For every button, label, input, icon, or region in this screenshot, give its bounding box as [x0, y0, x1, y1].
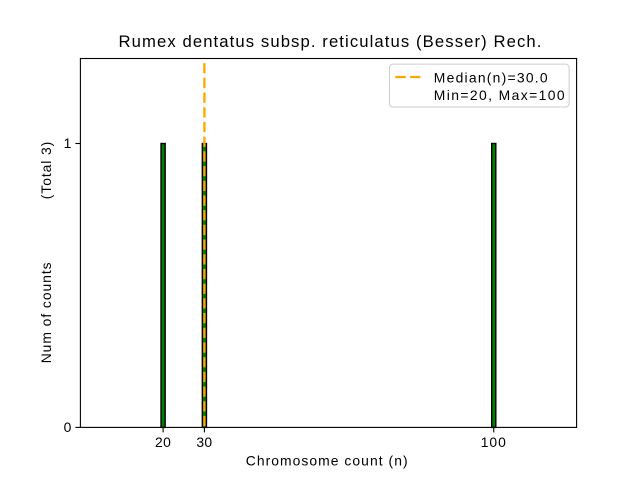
svg-text:100: 100 — [481, 434, 507, 450]
svg-text:30: 30 — [196, 434, 212, 450]
svg-text:(Total 3): (Total 3) — [38, 141, 54, 199]
svg-text:Median(n)=30.0: Median(n)=30.0 — [434, 69, 549, 85]
svg-text:1: 1 — [64, 135, 72, 151]
svg-text:20: 20 — [155, 434, 171, 450]
svg-text:0: 0 — [64, 419, 72, 435]
svg-text:Rumex dentatus subsp. reticula: Rumex dentatus subsp. reticulatus (Besse… — [118, 32, 542, 51]
svg-text:Min=20, Max=100: Min=20, Max=100 — [434, 87, 566, 103]
svg-text:Chromosome count (n): Chromosome count (n) — [246, 453, 409, 469]
svg-text:Num of counts: Num of counts — [38, 261, 54, 363]
